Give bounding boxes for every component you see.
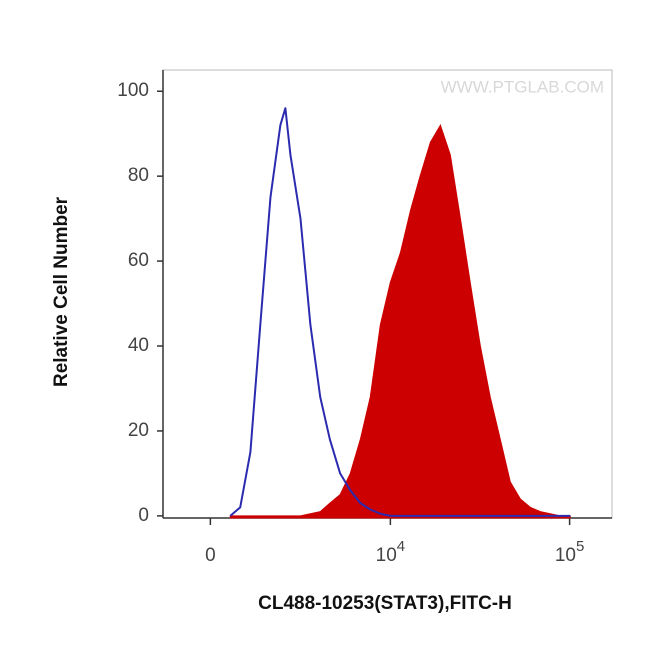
x-axis-title: CL488-10253(STAT3),FITC-H [258,593,512,614]
y-tick-label: 0 [138,505,149,526]
y-tick-label: 40 [128,335,149,356]
y-tick-label: 60 [128,250,149,271]
watermark: WWW.PTGLAB.COM [441,77,604,96]
x-tick-label: 104 [376,538,405,566]
y-tick-label: 100 [117,80,149,101]
histogram-line [229,107,571,517]
x-tick-label: 0 [205,545,216,566]
y-tick-label: 20 [128,420,149,441]
histogram-area [229,124,571,519]
y-tick-label: 80 [128,165,149,186]
y-axis-title: Relative Cell Number [51,196,72,387]
x-tick-label: 105 [555,538,584,566]
